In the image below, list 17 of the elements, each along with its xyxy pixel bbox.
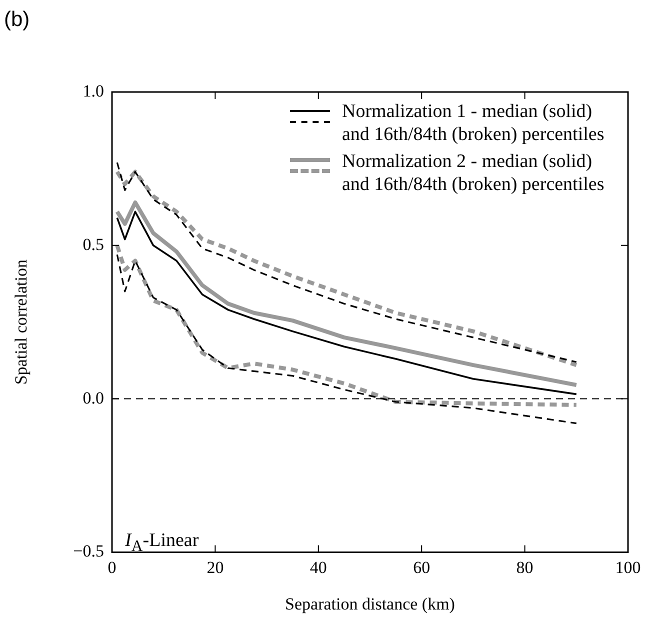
line-series [115, 243, 578, 407]
y-tick-label: 0.5 [82, 234, 104, 254]
y-tick-label: 0.0 [82, 388, 104, 408]
x-tick-label: 0 [108, 558, 116, 577]
y-tick-label: 1.0 [82, 81, 104, 100]
x-tick-label: 20 [206, 558, 224, 577]
annotation: I$_{A}$-Linear [125, 530, 199, 556]
x-tick-label: 80 [516, 558, 534, 577]
legend-label: Normalization 1 - median (solid) and 16th/84th (broken) percentiles [342, 100, 606, 146]
x-axis-title: Separation distance (km) [285, 594, 455, 614]
x-tick-label: 40 [310, 558, 327, 577]
x-tick-label: 60 [413, 558, 430, 577]
legend-label: Normalization 2 - median (solid) and 16th/84th (broken) percentiles [342, 150, 606, 196]
x-tick-label: 100 [615, 558, 641, 577]
text: (b) [4, 8, 30, 32]
y-axis-title: Spatial correlation [12, 259, 31, 385]
y-tick-label: −0.5 [73, 542, 104, 561]
